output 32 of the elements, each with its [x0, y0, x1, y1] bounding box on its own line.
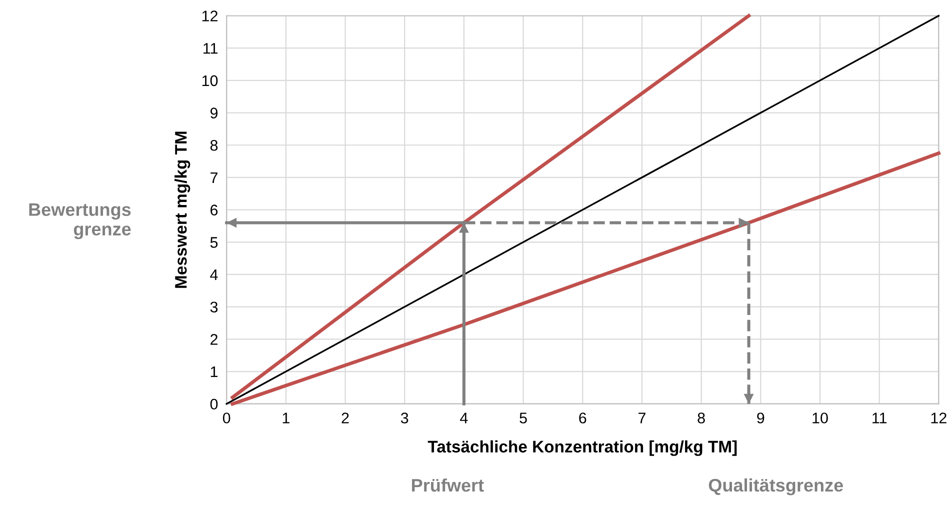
x-tick-label: 10 [812, 412, 828, 424]
y-tick-label: 9 [210, 108, 218, 118]
y-tick-label: 12 [202, 10, 218, 22]
y-tick-label: 3 [210, 302, 218, 313]
text: Qualitätsgrenze [708, 478, 843, 496]
y-tick-label: 4 [210, 270, 218, 280]
x-axis-title: Tatsächliche Konzentration [mg/kg TM] [428, 440, 737, 456]
x-tick-label: 7 [638, 412, 646, 424]
y-tick-label: 7 [210, 172, 218, 183]
x-tick-label: 1 [282, 412, 290, 424]
x-tick-label: 9 [757, 412, 764, 424]
y-tick-label: 11 [204, 43, 218, 54]
y-tick-label: 10 [202, 75, 218, 86]
y-tick-label: 5 [210, 237, 218, 248]
x-tick-label: 5 [520, 412, 527, 424]
line-series [230, 151, 940, 406]
y-tick-label: 6 [210, 204, 218, 216]
x-tick-label: 12 [931, 412, 946, 424]
y-tick-label: 1 [210, 366, 218, 378]
y-tick-label: 8 [210, 140, 218, 151]
x-tick-label: 11 [872, 412, 887, 424]
x-tick-label: 4 [460, 412, 468, 424]
text: Prüfwert [412, 478, 484, 492]
y-tick-label: 2 [210, 334, 218, 345]
y-axis-title: Messwert mg/kg TM [174, 132, 190, 288]
x-tick-label: 2 [342, 412, 349, 424]
text: Bewertungs grenze [29, 203, 131, 240]
x-tick-label: 0 [222, 412, 230, 424]
x-tick-label: 3 [400, 412, 408, 424]
y-tick-label: 0 [210, 398, 218, 410]
x-tick-label: 6 [579, 412, 586, 424]
x-tick-label: 8 [698, 412, 705, 424]
